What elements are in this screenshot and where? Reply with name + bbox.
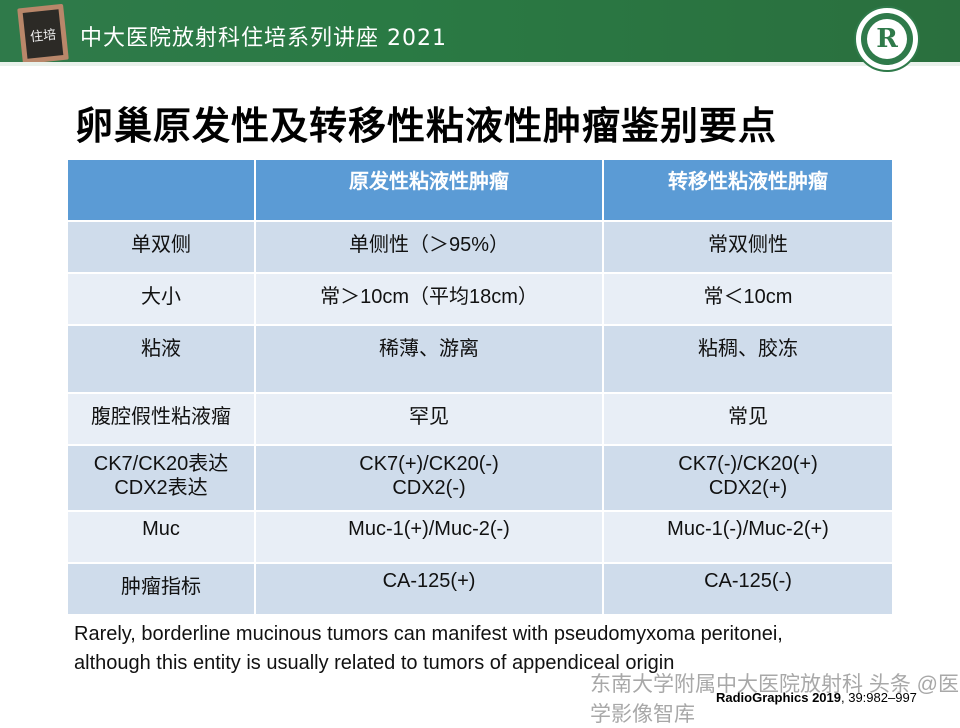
metastatic-cell: CK7(-)/CK20(+) CDX2(+): [602, 444, 894, 512]
metastatic-cell: Muc-1(-)/Muc-2(+): [602, 510, 894, 564]
logo-letter: R: [867, 19, 907, 59]
primary-line-2: CDX2(-): [392, 477, 466, 499]
primary-cell: CA-125(+): [254, 562, 604, 616]
chalkboard-badge: 住培: [17, 3, 69, 65]
primary-line-1: CK7(+)/CK20(-): [359, 453, 499, 475]
slide-title: 卵巢原发性及转移性粘液性肿瘤鉴别要点: [75, 104, 778, 148]
primary-cell: Muc-1(+)/Muc-2(-): [254, 510, 604, 564]
citation-pages: , 39:982–997: [841, 690, 917, 705]
banner-divider: [0, 62, 960, 66]
table-row: 单双侧 单侧性（＞95%） 常双侧性: [66, 220, 894, 274]
feature-cell: 单双侧: [66, 220, 256, 274]
feature-line-2: CDX2表达: [114, 477, 208, 499]
feature-cell: 肿瘤指标: [66, 562, 256, 616]
table-header-row: 原发性粘液性肿瘤 转移性粘液性肿瘤: [66, 158, 894, 222]
citation-journal: RadioGraphics 2019: [716, 690, 841, 705]
logo-ring: R: [861, 13, 913, 65]
metastatic-cell: 粘稠、胶冻: [602, 324, 894, 394]
metastatic-cell: 常双侧性: [602, 220, 894, 274]
primary-cell: 单侧性（＞95%）: [254, 220, 604, 274]
feature-cell: Muc: [66, 510, 256, 564]
feature-cell: 大小: [66, 272, 256, 326]
primary-cell: 稀薄、游离: [254, 324, 604, 394]
citation: RadioGraphics 2019, 39:982–997: [716, 690, 917, 705]
comparison-table: 原发性粘液性肿瘤 转移性粘液性肿瘤 单双侧 单侧性（＞95%） 常双侧性 大小 …: [66, 158, 894, 616]
table-row: 大小 常＞10cm（平均18cm） 常＜10cm: [66, 272, 894, 326]
table-row: CK7/CK20表达 CDX2表达 CK7(+)/CK20(-) CDX2(-)…: [66, 444, 894, 512]
metastatic-cell: 常＜10cm: [602, 272, 894, 326]
footnote-text: Rarely, borderline mucinous tumors can m…: [74, 623, 783, 674]
metastatic-cell: 常见: [602, 392, 894, 446]
table-row: 粘液 稀薄、游离 粘稠、胶冻: [66, 324, 894, 394]
header-cell-feature: [66, 158, 256, 222]
header-cell-metastatic: 转移性粘液性肿瘤: [602, 158, 894, 222]
header-cell-primary: 原发性粘液性肿瘤: [254, 158, 604, 222]
header-banner: 住培 中大医院放射科住培系列讲座 2021: [0, 0, 960, 65]
primary-cell: 罕见: [254, 392, 604, 446]
metastatic-line-2: CDX2(+): [708, 477, 788, 499]
metastatic-cell: CA-125(-): [602, 562, 894, 616]
primary-cell: CK7(+)/CK20(-) CDX2(-): [254, 444, 604, 512]
feature-line-1: CK7/CK20表达: [93, 453, 229, 475]
feature-cell: 腹腔假性粘液瘤: [66, 392, 256, 446]
primary-cell: 常＞10cm（平均18cm）: [254, 272, 604, 326]
feature-cell: 粘液: [66, 324, 256, 394]
badge-text: 住培: [22, 9, 64, 59]
metastatic-line-1: CK7(-)/CK20(+): [678, 453, 818, 475]
table-row: Muc Muc-1(+)/Muc-2(-) Muc-1(-)/Muc-2(+): [66, 510, 894, 564]
table-row: 腹腔假性粘液瘤 罕见 常见: [66, 392, 894, 446]
feature-cell: CK7/CK20表达 CDX2表达: [66, 444, 256, 512]
table-row: 肿瘤指标 CA-125(+) CA-125(-): [66, 562, 894, 616]
banner-title: 中大医院放射科住培系列讲座 2021: [80, 26, 447, 51]
hospital-logo-icon: R: [854, 6, 920, 72]
